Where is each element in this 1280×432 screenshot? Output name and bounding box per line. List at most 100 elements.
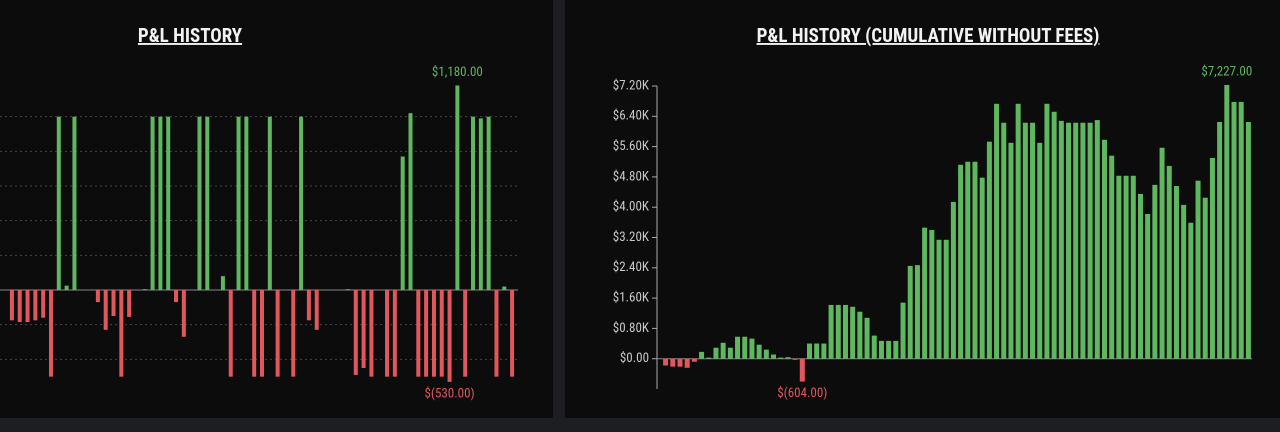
- bar: [1181, 204, 1187, 359]
- bar: [275, 290, 280, 377]
- bar: [1217, 121, 1223, 359]
- y-tick-label: $5.60K: [613, 139, 650, 154]
- y-tick-label: $4.80K: [613, 169, 650, 184]
- bar: [1195, 180, 1201, 359]
- bar: [1051, 111, 1057, 359]
- bar: [306, 290, 311, 321]
- bar: [64, 285, 69, 290]
- bar: [361, 290, 366, 368]
- value-label: $1,180.00: [432, 65, 483, 80]
- bar: [1008, 142, 1014, 359]
- y-tick-label: $7.20K: [613, 78, 650, 93]
- bar: [95, 290, 100, 303]
- bar: [807, 343, 812, 359]
- bar: [965, 161, 971, 359]
- bar: [299, 116, 304, 291]
- bar: [166, 116, 171, 291]
- bar: [1116, 175, 1122, 359]
- bar: [1001, 122, 1007, 359]
- bar: [1166, 165, 1172, 359]
- bar: [158, 116, 163, 291]
- bar: [893, 340, 899, 359]
- bar: [463, 290, 468, 377]
- bar: [486, 116, 491, 291]
- chart-title: P&L HISTORY: [138, 24, 243, 47]
- bar: [48, 290, 53, 377]
- bar: [972, 161, 978, 359]
- bar: [314, 290, 319, 330]
- y-tick-label: $1.60K: [613, 291, 650, 306]
- bar: [958, 164, 964, 359]
- bar: [127, 290, 132, 317]
- bar: [424, 290, 429, 377]
- bar: [814, 343, 820, 359]
- bar: [799, 358, 805, 382]
- bar: [1209, 157, 1215, 359]
- bar: [785, 357, 791, 359]
- bar: [871, 335, 877, 359]
- bar: [1224, 84, 1230, 359]
- bar: [878, 340, 884, 359]
- y-tick-label: $3.20K: [613, 230, 650, 245]
- bar: [369, 290, 374, 377]
- bar: [455, 85, 460, 290]
- bar: [684, 358, 690, 368]
- bar: [220, 276, 225, 290]
- bar: [1238, 101, 1244, 359]
- bar: [111, 290, 116, 316]
- bar: [1202, 197, 1208, 359]
- bar: [439, 290, 444, 377]
- value-label: $7,227.00: [1201, 64, 1252, 79]
- bar: [1015, 103, 1021, 359]
- bar: [1245, 121, 1251, 359]
- bar: [119, 290, 124, 377]
- bar: [929, 229, 935, 359]
- bar: [936, 239, 942, 359]
- bar: [1073, 122, 1079, 359]
- bar: [33, 290, 38, 321]
- bar: [471, 116, 476, 291]
- bar: [103, 290, 108, 330]
- bar: [691, 358, 697, 362]
- bar: [771, 354, 777, 359]
- bar: [1080, 122, 1086, 359]
- bar: [907, 265, 913, 359]
- bar: [986, 141, 992, 359]
- bar: [478, 118, 483, 291]
- value-label: $(530.00): [424, 386, 474, 401]
- bar: [236, 116, 241, 291]
- bar: [900, 302, 906, 359]
- bar: [385, 290, 390, 377]
- bar: [392, 290, 397, 377]
- bar: [1145, 214, 1151, 359]
- bar: [1058, 120, 1064, 359]
- bar: [291, 290, 296, 377]
- bar: [1231, 101, 1237, 359]
- bar: [1159, 147, 1165, 359]
- y-tick-label: $2.40K: [613, 260, 650, 275]
- bar: [41, 290, 46, 318]
- bar: [353, 290, 358, 375]
- bar: [174, 290, 179, 303]
- bar: [850, 306, 856, 359]
- bar: [713, 347, 719, 359]
- bar: [663, 358, 669, 366]
- bar: [502, 286, 507, 290]
- bar: [706, 357, 712, 359]
- bar: [447, 290, 452, 382]
- bar: [1188, 222, 1194, 359]
- bar: [17, 290, 22, 323]
- bar: [400, 156, 405, 290]
- bar: [252, 290, 257, 377]
- bar: [1109, 155, 1115, 359]
- bar: [1173, 185, 1179, 359]
- bar: [228, 290, 233, 377]
- bar: [260, 290, 264, 377]
- bar: [835, 304, 841, 359]
- bar: [431, 290, 436, 377]
- bar: [181, 290, 186, 337]
- bar: [25, 290, 30, 323]
- bar: [244, 116, 249, 291]
- bar: [345, 289, 350, 290]
